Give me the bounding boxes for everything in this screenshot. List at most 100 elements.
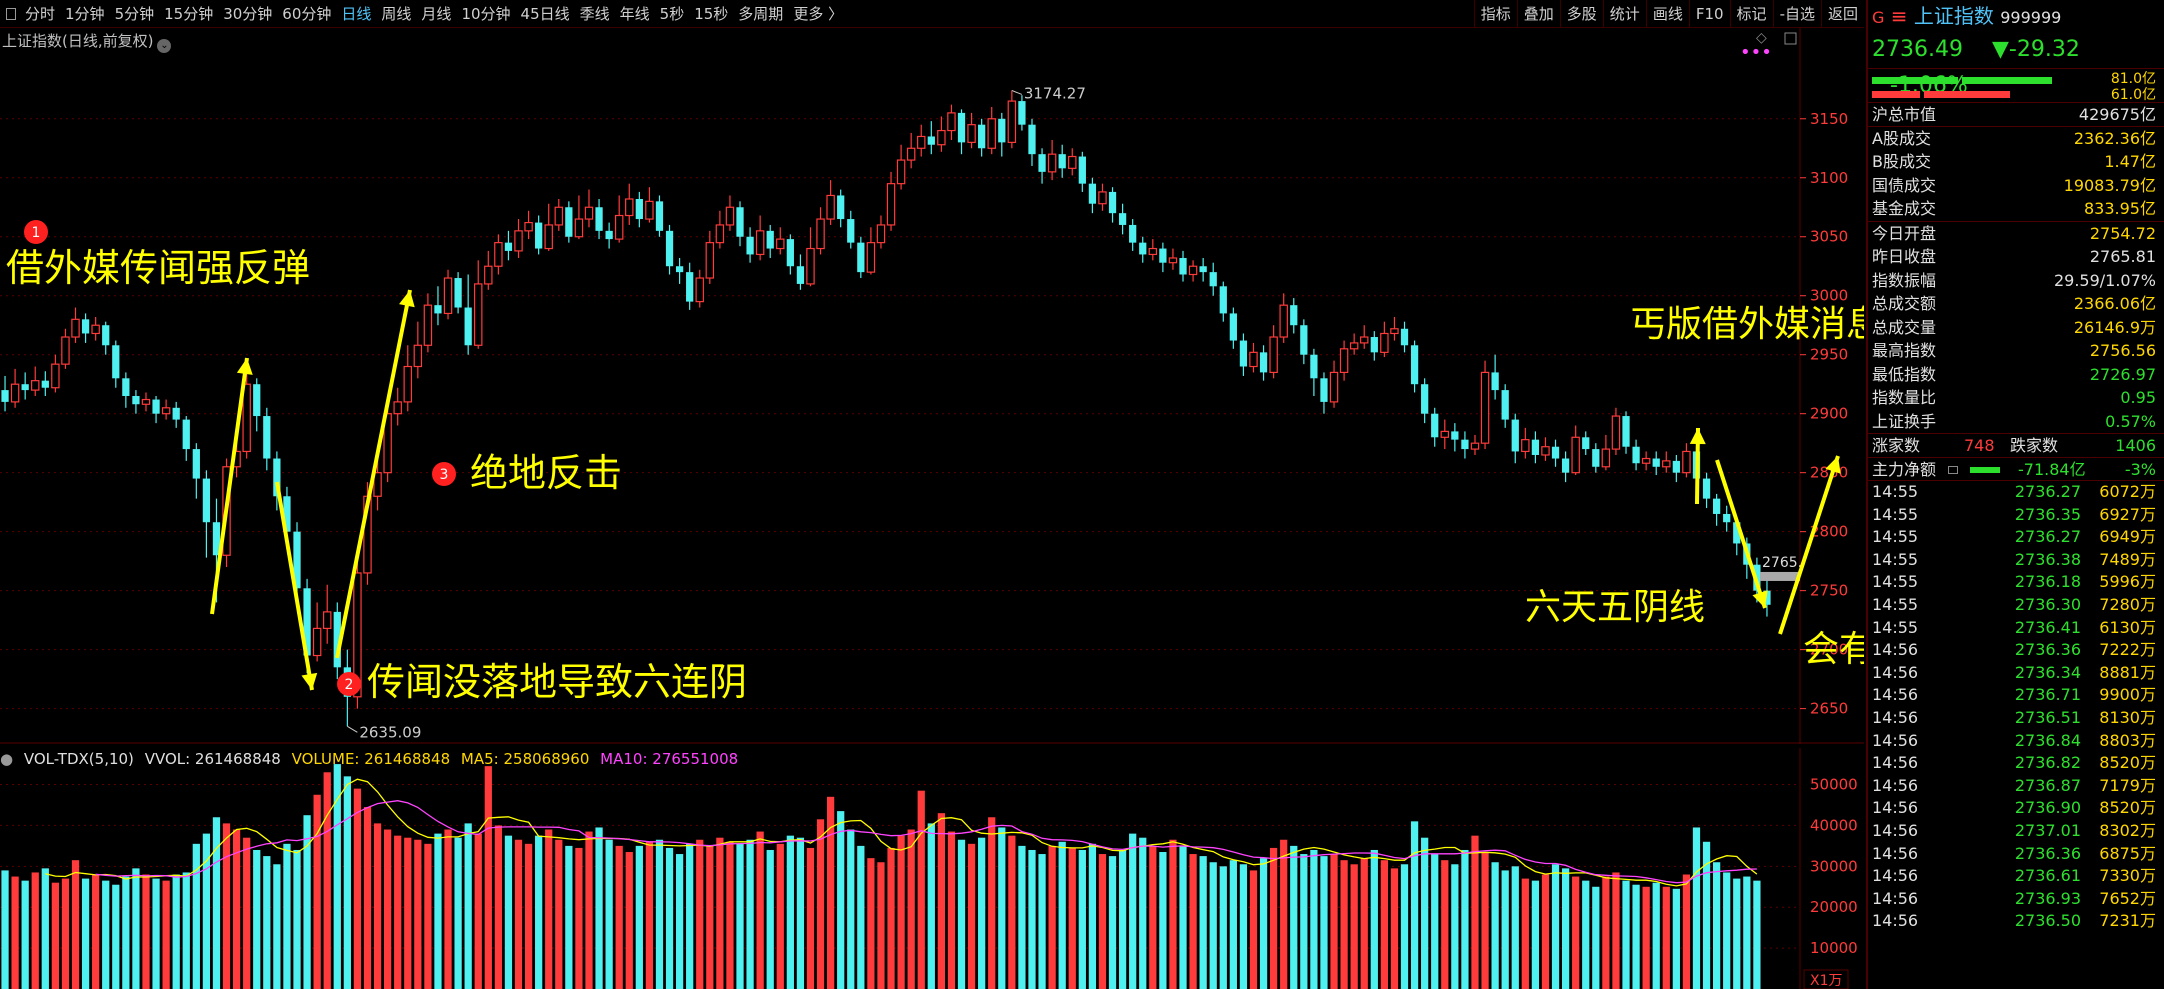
toolbar-tool-button[interactable]: 叠加 (1516, 0, 1560, 28)
stat-value: 2726.97 (2089, 364, 2156, 384)
candle-body (333, 611, 341, 668)
toolbar-tool-button[interactable]: 多股 (1559, 0, 1603, 28)
volume-bar (1471, 835, 1479, 989)
tick-row[interactable]: 14:55 2736.41 6130万 (1868, 617, 2164, 640)
candle (1078, 151, 1086, 192)
tick-price: 2736.50 (2014, 911, 2081, 931)
period-tab[interactable]: 5秒 (659, 5, 685, 23)
candle (1410, 340, 1419, 393)
volume-bar (253, 849, 261, 989)
tick-row[interactable]: 14:56 2736.93 7652万 (1868, 888, 2164, 911)
volume-bar (1159, 852, 1167, 989)
volume-bar (1169, 839, 1177, 989)
tick-row[interactable]: 14:56 2736.34 8881万 (1868, 662, 2164, 685)
volume-bar (1028, 849, 1036, 989)
period-tab[interactable]: 15分钟 (164, 5, 214, 23)
stat-row: 最高指数 2756.56 (1868, 339, 2164, 363)
tick-row[interactable]: 14:56 2736.36 7222万 (1868, 639, 2164, 662)
tick-row[interactable]: 14:56 2736.84 8803万 (1868, 730, 2164, 753)
diamond-icon[interactable]: ◇ (1756, 30, 1767, 46)
annotation-number-badge (24, 220, 48, 244)
candle-body (1702, 478, 1711, 499)
tick-row[interactable]: 14:55 2736.30 7280万 (1868, 594, 2164, 617)
chevron-down-icon[interactable]: ⌄ (157, 39, 172, 53)
candlestick-chart[interactable]: 3150310030503000295029002850280027502700… (0, 28, 1864, 744)
layout-icon[interactable] (6, 8, 16, 20)
candle (373, 454, 382, 511)
toolbar-tool-button[interactable]: 标记 (1729, 0, 1773, 28)
calendar-icon[interactable] (1948, 465, 1958, 474)
period-tab[interactable]: 45日线 (520, 5, 570, 23)
tick-price: 2736.41 (2014, 617, 2081, 637)
period-tab[interactable]: 60分钟 (282, 5, 332, 23)
candle (1159, 242, 1167, 273)
tick-row[interactable]: 14:56 2736.50 7231万 (1868, 910, 2164, 933)
toolbar-tool-button[interactable]: 统计 (1602, 0, 1646, 28)
candle (535, 215, 543, 255)
toolbar-tool-button[interactable]: 返回 (1820, 0, 1864, 28)
volume-bar (1048, 845, 1056, 989)
period-tab[interactable]: 10分钟 (461, 5, 511, 23)
candle-body (1713, 498, 1721, 514)
volume-bar (1400, 864, 1409, 989)
toolbar-tool-button[interactable]: F10 (1688, 0, 1730, 28)
menu-icon[interactable]: ≡ (1890, 4, 1908, 28)
tick-row[interactable]: 14:55 2736.35 6927万 (1868, 504, 2164, 527)
tick-row[interactable]: 14:56 2736.36 6875万 (1868, 843, 2164, 866)
toolbar-tool-button[interactable]: 画线 (1645, 0, 1689, 28)
candle (484, 250, 493, 290)
candle (1451, 423, 1459, 452)
toolbar-tool-button[interactable]: 指标 (1473, 0, 1517, 28)
toolbar-tool-button[interactable]: -自选 (1772, 0, 1821, 28)
candle-body (1451, 431, 1459, 440)
volume-bar (575, 847, 583, 989)
candle (91, 316, 100, 341)
tick-row[interactable]: 14:56 2737.01 8302万 (1868, 820, 2164, 843)
volume-bar (1582, 880, 1590, 989)
tick-row[interactable]: 14:56 2736.87 7179万 (1868, 775, 2164, 798)
tick-row[interactable]: 14:55 2736.18 5996万 (1868, 571, 2164, 594)
period-tab[interactable]: 分时 (25, 5, 56, 23)
tick-volume: 8803万 (2099, 730, 2156, 750)
candle-body (1551, 446, 1560, 459)
candle-body (51, 363, 60, 389)
vol-indicator-name[interactable]: VOL-TDX(5,10) (23, 750, 134, 768)
candle-body (1571, 436, 1580, 474)
vol-dot-icon[interactable]: ● (0, 750, 14, 768)
tick-row[interactable]: 14:55 2736.27 6949万 (1868, 526, 2164, 549)
period-tab[interactable]: 多周期 (738, 5, 784, 23)
candle (1541, 437, 1550, 461)
tick-list[interactable]: 14:55 2736.27 6072万 14:55 2736.35 6927万 14:55 2… (1868, 480, 2164, 933)
g-icon[interactable]: G (1872, 8, 1885, 27)
tick-price: 2736.38 (2014, 549, 2081, 569)
tick-row[interactable]: 14:56 2736.51 8130万 (1868, 707, 2164, 730)
volume-chart[interactable]: 50000 40000 30000 20000 10000 X1万 (0, 748, 1864, 989)
period-tab[interactable]: 年线 (619, 5, 650, 23)
period-tab[interactable]: 周线 (381, 5, 412, 23)
period-tab[interactable]: 15秒 (694, 5, 729, 23)
stat-label: 上证换手 (1872, 411, 1937, 431)
candle (1480, 360, 1490, 450)
tick-row[interactable]: 14:56 2736.71 9900万 (1868, 684, 2164, 707)
buy-bar-1 (1872, 77, 1958, 84)
period-tab[interactable]: 5分钟 (114, 5, 155, 23)
candle (686, 262, 694, 310)
tick-row[interactable]: 14:55 2736.27 6072万 (1868, 481, 2164, 504)
tick-row[interactable]: 14:55 2736.38 7489万 (1868, 549, 2164, 572)
period-tab[interactable]: 30分钟 (223, 5, 273, 23)
window-toggle-icon[interactable] (1784, 32, 1797, 45)
more-icon[interactable]: ••• (1740, 42, 1772, 63)
period-tab[interactable]: 1分钟 (65, 5, 105, 23)
period-tab[interactable]: 更多 〉 (793, 5, 844, 23)
period-tab[interactable]: 月线 (421, 5, 452, 23)
candle-body (595, 207, 603, 231)
tick-row[interactable]: 14:56 2736.61 7330万 (1868, 865, 2164, 888)
volume-bar (857, 845, 865, 989)
volume-bar (1058, 841, 1066, 989)
tick-row[interactable]: 14:56 2736.82 8520万 (1868, 752, 2164, 775)
period-tab[interactable]: 日线 (341, 5, 372, 23)
stat-value: 833.95亿 (2084, 199, 2156, 218)
tick-row[interactable]: 14:56 2736.90 8520万 (1868, 797, 2164, 820)
period-tab[interactable]: 季线 (579, 5, 610, 23)
tick-volume: 8520万 (2099, 798, 2156, 818)
